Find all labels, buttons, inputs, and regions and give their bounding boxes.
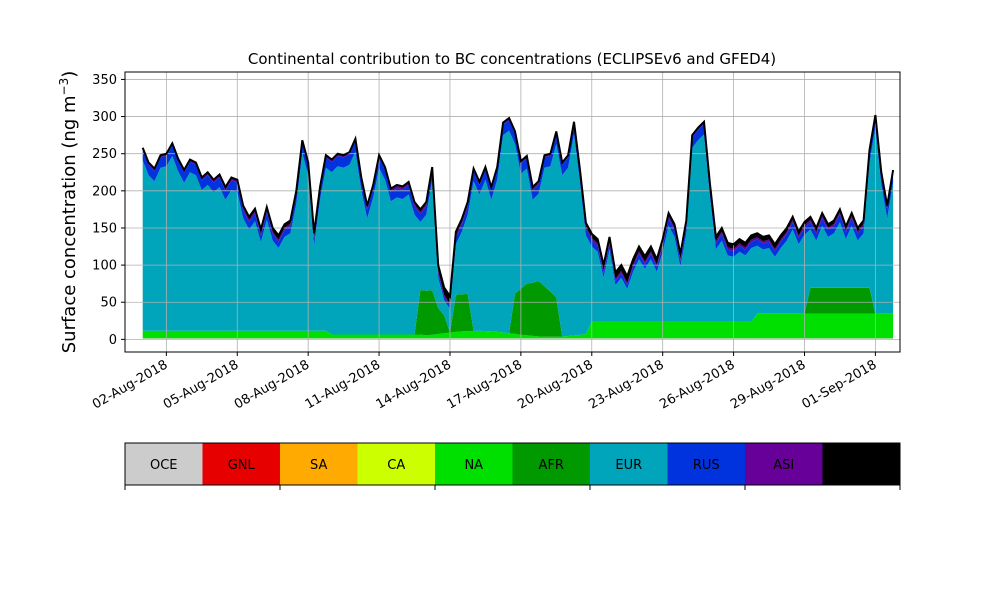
y-tick-label: 50 bbox=[100, 296, 117, 311]
x-tick-label: 17-Aug-2018 bbox=[445, 357, 525, 412]
x-tick-label: 08-Aug-2018 bbox=[232, 357, 312, 412]
legend-swatch-aus bbox=[822, 443, 900, 485]
area-eur bbox=[142, 127, 894, 337]
area-afr bbox=[142, 281, 894, 337]
legend-label-na: NA bbox=[464, 458, 483, 473]
y-tick-label: 0 bbox=[109, 333, 117, 348]
area-na bbox=[142, 313, 894, 339]
legend-swatch-rus bbox=[667, 443, 745, 485]
grid-lines bbox=[125, 72, 900, 352]
legend-swatch-na bbox=[435, 443, 513, 485]
legend-swatch-asi bbox=[745, 443, 823, 485]
legend-frame bbox=[124, 442, 901, 486]
y-tick-label: 200 bbox=[92, 184, 117, 199]
total-line bbox=[141, 114, 895, 300]
legend-swatch-oce bbox=[125, 443, 203, 485]
x-tick-label: 14-Aug-2018 bbox=[374, 357, 454, 412]
legend-swatch-ca bbox=[357, 443, 435, 485]
x-axis: 02-Aug-201805-Aug-201808-Aug-201811-Aug-… bbox=[90, 352, 879, 413]
y-tick-label: 150 bbox=[92, 221, 117, 236]
x-tick-label: 05-Aug-2018 bbox=[161, 357, 241, 412]
y-tick-label: 350 bbox=[92, 73, 117, 88]
legend-label-gnl: GNL bbox=[228, 458, 256, 473]
x-tick-label: 29-Aug-2018 bbox=[728, 357, 808, 412]
legend-swatch-afr bbox=[512, 443, 590, 485]
y-tick-label: 300 bbox=[92, 110, 117, 125]
x-tick-label: 20-Aug-2018 bbox=[515, 357, 595, 412]
legend-label-afr: AFR bbox=[539, 458, 564, 473]
legend-label-aus: AUS bbox=[848, 458, 875, 473]
legend-label-oce: OCE bbox=[150, 458, 178, 473]
plot-frame bbox=[124, 71, 901, 353]
legend-label-ca: CA bbox=[387, 458, 405, 473]
y-axis-label: Surface concentration (ng m−3) bbox=[57, 71, 80, 354]
legend-swatch-gnl bbox=[202, 443, 280, 485]
y-tick-label: 100 bbox=[92, 259, 117, 274]
y-axis-label-exponent: −3 bbox=[57, 78, 71, 96]
plot-area bbox=[124, 71, 901, 353]
y-axis-label-close: ) bbox=[59, 71, 80, 78]
legend-label-asi: ASI bbox=[773, 458, 794, 473]
legend-label-rus: RUS bbox=[693, 458, 720, 473]
x-tick-label: 26-Aug-2018 bbox=[657, 357, 737, 412]
x-tick-label: 02-Aug-2018 bbox=[90, 357, 170, 412]
legend-label-eur: EUR bbox=[615, 458, 642, 473]
chart-title: Continental contribution to BC concentra… bbox=[248, 50, 776, 68]
legend-swatch-sa bbox=[280, 443, 358, 485]
x-tick-label: 11-Aug-2018 bbox=[303, 357, 383, 412]
legend-swatch-eur bbox=[590, 443, 668, 485]
y-tick-label: 250 bbox=[92, 147, 117, 162]
legend-label-sa: SA bbox=[310, 458, 327, 473]
y-axis: 0 50 100 150 200 250 300 350 bbox=[92, 73, 125, 348]
x-tick-label: 23-Aug-2018 bbox=[586, 357, 666, 412]
colorbar-legend: OCE GNL SA CA NA AFR EUR RUS ASI AUS bbox=[124, 442, 901, 490]
x-tick-label: 01-Sep-2018 bbox=[800, 357, 880, 412]
area-rus bbox=[142, 117, 894, 309]
